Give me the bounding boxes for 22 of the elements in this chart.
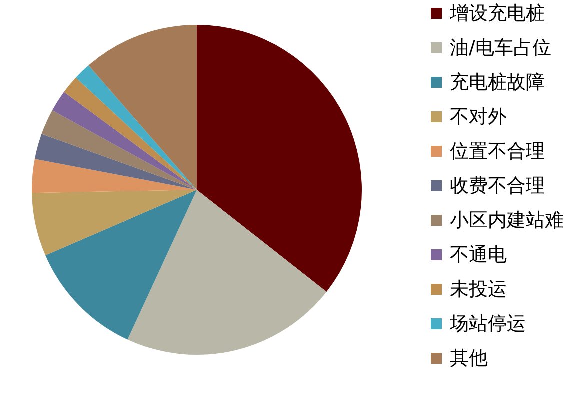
pie-slice <box>88 25 197 190</box>
pie-slice <box>197 25 362 292</box>
pie-slice <box>64 78 197 190</box>
legend-label: 不对外 <box>450 106 507 128</box>
legend-label: 位置不合理 <box>450 140 545 162</box>
pie-slice <box>128 190 327 355</box>
legend-label: 收费不合理 <box>450 175 545 197</box>
legend-label: 增设充电桩 <box>449 2 545 24</box>
pie-slice <box>34 134 197 190</box>
legend-label: 未投运 <box>450 278 507 300</box>
legend-label: 小区内建站难 <box>450 210 564 232</box>
legend-label: 其他 <box>450 348 488 370</box>
legend-label: 充电桩故障 <box>450 72 545 94</box>
pie-slice <box>52 92 197 190</box>
legend-label: 不通电 <box>450 244 507 266</box>
legend-label: 油/电车占位 <box>450 37 552 59</box>
pie-slice <box>76 66 197 190</box>
pie-slice <box>32 159 197 194</box>
pie-slice <box>46 190 197 340</box>
legend-label: 场站停运 <box>449 313 526 335</box>
pie-slice <box>32 190 197 256</box>
pie-slice <box>42 110 197 190</box>
